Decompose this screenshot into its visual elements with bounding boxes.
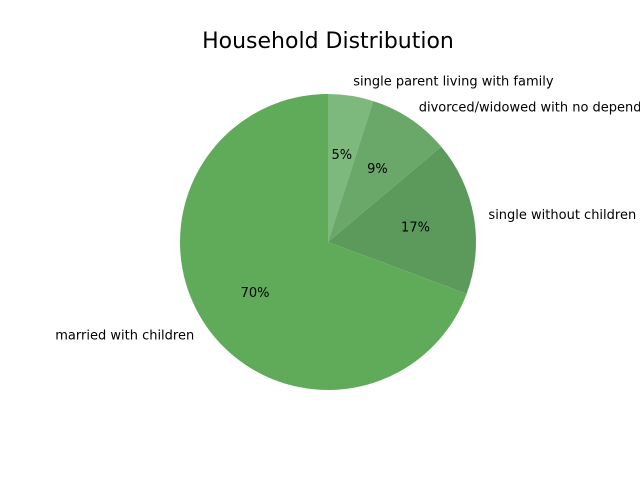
- pie-slice: [328, 94, 374, 242]
- pie-slice-category-label: single parent living with family: [353, 75, 554, 90]
- pie-slice-percent-label: 17%: [401, 220, 430, 235]
- pie-slices: [180, 94, 477, 391]
- pie-slice-percent-label: 70%: [241, 286, 270, 301]
- pie-labels: 5% single parent living with family 9% divo…: [55, 75, 640, 344]
- pie-slice-category-label: married with children: [55, 328, 194, 343]
- pie-slice-category-label: divorced/widowed with no dependents: [419, 100, 640, 115]
- chart-title: Household Distribution: [202, 29, 454, 54]
- pie-slice-percent-label: 9%: [367, 162, 388, 177]
- pie-slice: [328, 146, 477, 294]
- pie-slice: [328, 101, 442, 243]
- pie-slice: [180, 94, 467, 391]
- pie-slice-category-label: single without children: [488, 208, 636, 223]
- pie-slice-percent-label: 5%: [331, 148, 352, 163]
